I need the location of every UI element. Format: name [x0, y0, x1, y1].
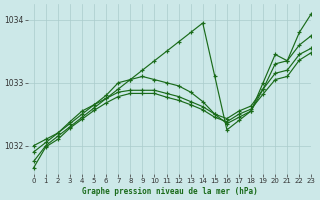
- X-axis label: Graphe pression niveau de la mer (hPa): Graphe pression niveau de la mer (hPa): [82, 187, 257, 196]
